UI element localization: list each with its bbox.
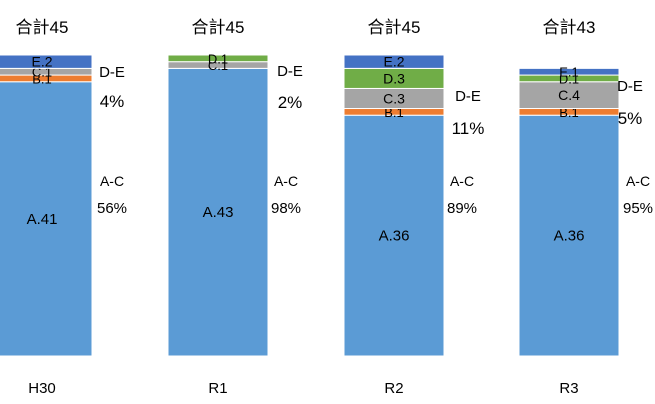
de-label-h30: D-E xyxy=(99,64,125,81)
data-label-a-r3: A.36 xyxy=(554,228,585,245)
de-label-r3: D-E xyxy=(617,78,643,95)
total-label-r3: 合計43 xyxy=(543,18,596,37)
bar-segment-a-r1 xyxy=(167,67,269,357)
bar-segment-e-r3 xyxy=(518,67,620,76)
bar-segment-e-h30 xyxy=(0,54,93,69)
data-label-a-h30: A.41 xyxy=(27,211,58,228)
data-label-e-h30: E.2 xyxy=(31,54,52,70)
bar-segment-a-r3 xyxy=(518,114,620,357)
x-tick-label-r3: R3 xyxy=(559,380,578,397)
ac-label-r3: A-C xyxy=(626,173,650,189)
bar-segment-e-r2 xyxy=(343,54,445,69)
bar-segment-a-h30 xyxy=(0,81,93,357)
de-percent-r1: 2% xyxy=(278,93,303,112)
x-tick-label-r1: R1 xyxy=(208,380,227,397)
ac-percent-r1: 98% xyxy=(271,200,301,217)
data-label-d-r1: D.1 xyxy=(208,51,228,66)
ac-label-h30: A-C xyxy=(100,173,124,189)
x-tick-label-r2: R2 xyxy=(384,380,403,397)
de-percent-r2: 11% xyxy=(452,119,485,138)
de-percent-r3: 5% xyxy=(618,109,643,128)
data-label-a-r2: A.36 xyxy=(379,228,410,245)
total-label-r2: 合計45 xyxy=(368,18,421,37)
data-label-c-r2: C.3 xyxy=(383,90,405,106)
de-label-r1: D-E xyxy=(277,63,303,80)
de-label-r2: D-E xyxy=(455,88,481,105)
bar-segment-a-r2 xyxy=(343,114,445,357)
x-tick-label-h30: H30 xyxy=(28,380,56,397)
data-label-d-r2: D.3 xyxy=(383,70,405,86)
de-percent-h30: 4% xyxy=(100,92,125,111)
data-label-e-r2: E.2 xyxy=(383,54,404,70)
data-label-a-r1: A.43 xyxy=(203,204,234,221)
total-label-r1: 合計45 xyxy=(192,18,245,37)
total-label-h30: 合計45 xyxy=(16,18,69,37)
bar-segment-d-r1 xyxy=(167,54,269,63)
ac-percent-r3: 95% xyxy=(623,200,653,217)
ac-percent-h30: 56% xyxy=(97,200,127,217)
data-label-c-r3: C.4 xyxy=(558,87,580,103)
ac-label-r1: A-C xyxy=(274,173,298,189)
data-label-e-r3: E.1 xyxy=(559,65,579,80)
ac-percent-r2: 89% xyxy=(447,200,477,217)
bar-segment-c-r3 xyxy=(518,81,620,110)
ac-label-r2: A-C xyxy=(450,173,474,189)
